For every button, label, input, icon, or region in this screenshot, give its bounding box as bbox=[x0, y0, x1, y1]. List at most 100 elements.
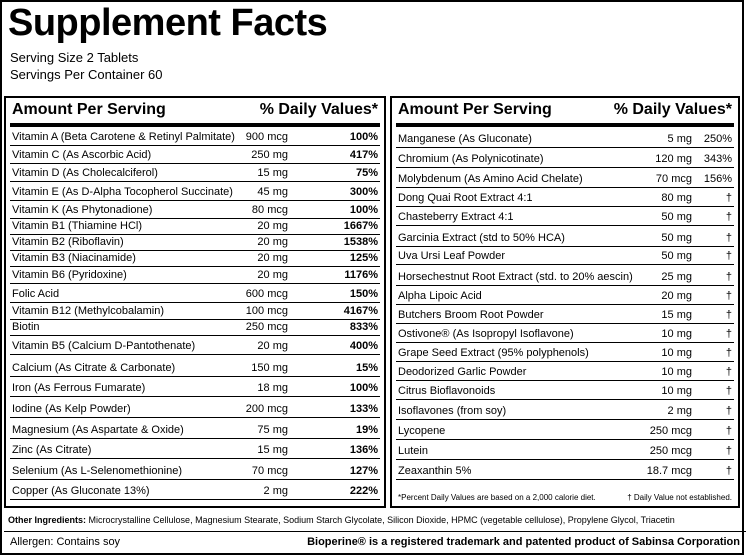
nutrient-daily-value: 250% bbox=[703, 133, 732, 145]
nutrient-amount: 15 mg bbox=[661, 309, 692, 321]
nutrient-amount: 80 mg bbox=[661, 192, 692, 204]
nutrient-amount: 70 mcg bbox=[655, 173, 692, 185]
nutrient-row: Calcium (As Citrate & Carbonate) 150 mg 15… bbox=[10, 355, 380, 377]
nutrient-amount: 250 mg bbox=[251, 149, 288, 161]
allergen-statement: Allergen: Contains soy bbox=[10, 536, 121, 548]
nutrient-name: Vitamin B1 (Thiamine HCl) bbox=[12, 220, 143, 232]
nutrient-amount: 18.7 mcg bbox=[646, 465, 692, 477]
nutrient-amount: 50 mg bbox=[661, 250, 692, 262]
nutrient-amount: 200 mcg bbox=[245, 403, 288, 415]
nutrient-daily-value: 156% bbox=[703, 173, 732, 185]
nutrient-amount: 20 mg bbox=[661, 290, 692, 302]
nutrient-name: Deodorized Garlic Powder bbox=[398, 366, 527, 378]
nutrient-amount: 50 mg bbox=[661, 232, 692, 244]
nutrient-name: Garcinia Extract (std to 50% HCA) bbox=[398, 232, 565, 244]
nutrient-name: Magnesium (As Aspartate & Oxide) bbox=[12, 424, 184, 436]
nutrient-amount: 20 mg bbox=[257, 340, 288, 352]
serving-size: Serving Size 2 Tablets bbox=[10, 50, 139, 65]
nutrient-daily-value: † bbox=[725, 385, 732, 397]
nutrient-name: Alpha Lipoic Acid bbox=[398, 290, 482, 302]
nutrient-name: Folic Acid bbox=[12, 288, 60, 300]
nutrient-amount: 10 mg bbox=[661, 347, 692, 359]
nutrient-daily-value: † bbox=[725, 425, 732, 437]
nutrient-daily-value: 1538% bbox=[343, 236, 378, 248]
nutrient-daily-value: † bbox=[725, 405, 732, 417]
nutrient-daily-value: 100% bbox=[349, 382, 378, 394]
nutrient-name: Grape Seed Extract (95% polyphenols) bbox=[398, 347, 589, 359]
nutrient-row: Chasteberry Extract 4:1 50 mg † bbox=[396, 207, 734, 226]
nutrient-row: Vitamin B1 (Thiamine HCl) 20 mg 1667% bbox=[10, 219, 380, 235]
nutrient-amount: 150 mg bbox=[251, 362, 288, 374]
nutrient-daily-value: 1176% bbox=[344, 269, 378, 281]
nutrient-amount: 100 mcg bbox=[245, 305, 288, 317]
nutrient-daily-value: † bbox=[725, 366, 732, 378]
nutrient-name: Vitamin B12 (Methylcobalamin) bbox=[12, 305, 165, 317]
nutrient-row: Garcinia Extract (std to 50% HCA) 50 mg † bbox=[396, 226, 734, 247]
nutrient-daily-value: † bbox=[725, 271, 732, 283]
nutrient-name: Vitamin K (As Phytonadione) bbox=[12, 204, 153, 216]
nutrient-amount: 5 mg bbox=[667, 133, 692, 145]
nutrient-row: Vitamin B6 (Pyridoxine) 20 mg 1176% bbox=[10, 267, 380, 284]
nutrient-amount: 18 mg bbox=[257, 382, 288, 394]
nutrient-name: Vitamin C (As Ascorbic Acid) bbox=[12, 149, 152, 161]
nutrient-row: Iodine (As Kelp Powder) 200 mcg 133% bbox=[10, 397, 380, 418]
nutrient-name: Horsechestnut Root Extract (std. to 20% … bbox=[398, 271, 633, 283]
nutrient-amount: 45 mg bbox=[257, 186, 288, 198]
nutrient-name: Citrus Bioflavonoids bbox=[398, 385, 496, 397]
nutrient-row: Vitamin B3 (Niacinamide) 20 mg 125% bbox=[10, 251, 380, 267]
nutrient-row: Vitamin B2 (Riboflavin) 20 mg 1538% bbox=[10, 235, 380, 251]
nutrient-row: Uva Ursi Leaf Powder 50 mg † bbox=[396, 247, 734, 265]
nutrient-row: Vitamin K (As Phytonadione) 80 mcg 100% bbox=[10, 201, 380, 219]
nutrient-amount: 600 mcg bbox=[245, 288, 288, 300]
nutrient-row: Vitamin B12 (Methylcobalamin) 100 mcg 4167… bbox=[10, 303, 380, 320]
nutrient-daily-value: 150% bbox=[349, 288, 378, 300]
nutrient-amount: 20 mg bbox=[257, 252, 288, 264]
nutrient-name: Selenium (As L-Selenomethionine) bbox=[12, 465, 182, 477]
nutrient-row: Selenium (As L-Selenomethionine) 70 mcg 12… bbox=[10, 459, 380, 480]
nutrient-row: Zeaxanthin 5% 18.7 mcg † bbox=[396, 460, 734, 480]
nutrient-row: Horsechestnut Root Extract (std. to 20% … bbox=[396, 265, 734, 286]
nutrient-row: Chromium (As Polynicotinate) 120 mg 343% bbox=[396, 148, 734, 168]
left-nutrient-panel: Amount Per Serving % Daily Values* Vitam… bbox=[4, 96, 386, 508]
nutrient-amount: 80 mcg bbox=[251, 204, 288, 216]
nutrient-name: Chromium (As Polynicotinate) bbox=[398, 153, 544, 165]
nutrient-daily-value: 125% bbox=[349, 252, 378, 264]
nutrient-amount: 10 mg bbox=[661, 328, 692, 340]
other-ingredients: Other Ingredients: Microcrystalline Cell… bbox=[8, 515, 675, 525]
nutrient-amount: 15 mg bbox=[257, 444, 288, 456]
nutrient-name: Manganese (As Gluconate) bbox=[398, 133, 532, 145]
nutrient-amount: 900 mcg bbox=[245, 131, 288, 143]
nutrient-name: Copper (As Gluconate 13%) bbox=[12, 485, 150, 497]
nutrient-amount: 10 mg bbox=[661, 385, 692, 397]
nutrient-daily-value: 400% bbox=[349, 340, 378, 352]
nutrient-row: Vitamin A (Beta Carotene & Retinyl Palmi… bbox=[10, 128, 380, 146]
nutrient-name: Chasteberry Extract 4:1 bbox=[398, 211, 514, 223]
nutrient-daily-value: 100% bbox=[349, 204, 378, 216]
nutrient-amount: 2 mg bbox=[263, 485, 288, 497]
nutrient-daily-value: † bbox=[725, 232, 732, 244]
nutrient-name: Vitamin B5 (Calcium D-Pantothenate) bbox=[12, 340, 196, 352]
nutrient-daily-value: † bbox=[725, 309, 732, 321]
nutrient-row: Deodorized Garlic Powder 10 mg † bbox=[396, 362, 734, 381]
nutrient-daily-value: 19% bbox=[355, 424, 378, 436]
right-nutrient-table: Manganese (As Gluconate) 5 mg 250% Chromium… bbox=[396, 128, 734, 480]
nutrient-row: Magnesium (As Aspartate & Oxide) 75 mg 19% bbox=[10, 418, 380, 439]
nutrient-row: Zinc (As Citrate) 15 mg 136% bbox=[10, 439, 380, 459]
nutrient-amount: 15 mg bbox=[257, 167, 288, 179]
nutrient-daily-value: † bbox=[725, 465, 732, 477]
nutrient-row: Grape Seed Extract (95% polyphenols) 10 m… bbox=[396, 343, 734, 362]
nutrient-daily-value: 300% bbox=[349, 186, 378, 198]
nutrient-name: Molybdenum (As Amino Acid Chelate) bbox=[398, 173, 583, 185]
nutrient-daily-value: 417% bbox=[349, 149, 378, 161]
right-header-dv: % Daily Values* bbox=[613, 101, 732, 118]
label-title: Supplement Facts bbox=[8, 2, 328, 44]
other-ingredients-list: Microcrystalline Cellulose, Magnesium St… bbox=[88, 515, 675, 525]
right-panel-header: Amount Per Serving % Daily Values* bbox=[396, 99, 734, 127]
nutrient-daily-value: † bbox=[725, 445, 732, 457]
nutrient-name: Isoflavones (from soy) bbox=[398, 405, 507, 417]
nutrient-row: Citrus Bioflavonoids 10 mg † bbox=[396, 381, 734, 400]
left-nutrient-table: Vitamin A (Beta Carotene & Retinyl Palmi… bbox=[10, 128, 380, 500]
nutrient-row: Lutein 250 mcg † bbox=[396, 440, 734, 460]
nutrient-name: Ostivone® (As Isopropyl Isoflavone) bbox=[398, 328, 574, 340]
nutrient-amount: 10 mg bbox=[661, 366, 692, 378]
